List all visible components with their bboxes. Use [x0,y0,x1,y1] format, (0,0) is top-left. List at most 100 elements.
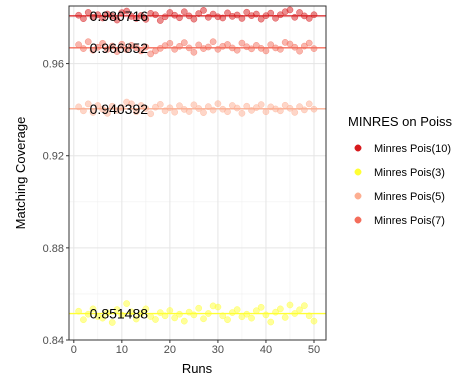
legend-label: Minres Pois(10) [374,143,451,155]
data-point [204,310,212,317]
data-point [132,44,140,52]
data-point [80,316,87,324]
legend-key [354,216,362,224]
data-point [219,14,227,22]
data-point [233,11,241,19]
data-point [185,108,193,115]
y-tick-label: 0.84 [43,335,64,347]
data-point [84,310,92,318]
data-point [310,45,318,52]
legend-key [354,192,362,200]
data-point [147,50,155,58]
data-point [214,45,222,53]
mean-value-label: 0.851488 [90,306,149,322]
data-point [195,105,203,112]
data-point [224,316,231,324]
data-point [75,41,82,49]
data-point [171,45,179,53]
data-point [204,13,212,21]
data-point [286,40,294,48]
data-point [176,14,183,22]
data-point [75,103,82,111]
data-point [301,302,308,310]
data-point [142,105,150,112]
data-point [137,12,145,19]
data-point [113,16,121,24]
data-point [257,303,265,311]
data-point [219,312,227,320]
data-point [291,43,299,51]
x-tick-label: 20 [164,344,176,356]
data-point [233,104,241,112]
data-point [142,43,150,51]
data-point [209,38,217,46]
data-point [185,44,193,52]
data-point [224,9,231,17]
data-point [267,9,275,17]
legend-label: Minres Pois(3) [374,167,445,179]
data-point [310,105,318,113]
data-point [132,315,140,323]
data-point [137,47,145,55]
data-point [171,108,179,116]
data-point [99,39,106,47]
data-point [195,41,203,49]
data-point [104,45,111,53]
data-point [123,46,130,53]
data-point [128,100,135,108]
data-point [305,15,313,22]
data-point [305,312,313,320]
data-point [80,15,87,23]
data-point [195,10,203,17]
data-point [118,40,126,48]
data-point [233,46,241,54]
data-point [209,106,217,114]
data-point [305,39,313,47]
data-point [310,11,318,19]
data-point [277,305,284,313]
data-point [128,308,135,316]
data-point [190,311,198,319]
data-point [89,46,97,54]
data-point [118,104,126,111]
data-point [281,101,289,109]
data-point [301,42,308,50]
data-point [147,110,155,118]
data-point [272,14,279,22]
data-point [190,48,198,56]
data-point [267,318,275,326]
data-point [190,101,198,109]
data-point [152,11,159,19]
data-point [176,310,183,318]
legend-items: Minres Pois(10) Minres Pois(3) Minres Pois… [354,143,451,227]
data-point [94,43,102,51]
data-point [238,39,246,47]
data-point [142,16,150,23]
data-point [161,107,169,115]
data-point [152,316,159,323]
data-point [257,15,265,23]
data-point [272,308,279,316]
data-point [301,106,308,114]
data-point [286,301,294,309]
data-point [118,311,126,319]
data-point [291,13,299,21]
legend: MINRES on Poiss Minres Pois(10)Minres Po… [348,114,453,227]
data-point [142,305,150,313]
data-point [204,103,212,111]
data-point [113,306,121,313]
mean-value-label: 0.940392 [90,101,149,117]
data-point [137,310,145,317]
legend-label: Minres Pois(5) [374,191,445,203]
data-point [137,102,145,109]
data-point [248,45,255,53]
data-point [262,47,270,55]
legend-key [354,144,362,152]
data-point [166,39,174,47]
data-point [262,311,270,319]
data-point [94,11,102,19]
data-point [104,109,111,117]
data-point [132,15,140,22]
data-point [296,9,303,16]
